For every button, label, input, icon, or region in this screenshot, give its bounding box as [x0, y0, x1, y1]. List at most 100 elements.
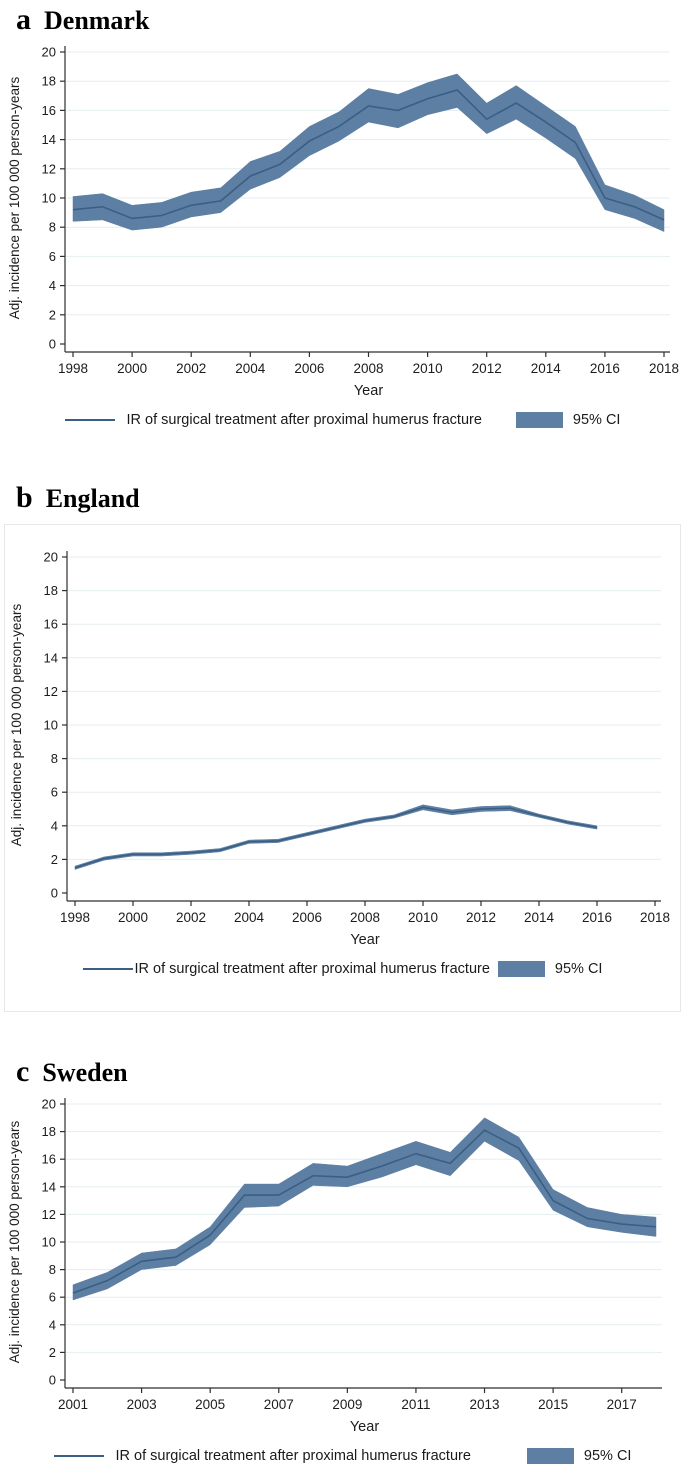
- ci-band-swatch: [515, 412, 563, 428]
- panel-b-england: b England 0 2 4 6 8 10 12 14 16 18 20 1998 2000 2002 20…: [0, 480, 685, 1012]
- x-axis: 2001 2003 2005 2007 2009 2011 2013 2015 2017: [58, 1387, 662, 1412]
- ir-line: [74, 806, 598, 869]
- panel-b-title: b England: [16, 480, 685, 518]
- svg-text:14: 14: [42, 1179, 56, 1194]
- svg-text:2004: 2004: [234, 910, 265, 925]
- svg-text:10: 10: [42, 191, 56, 206]
- svg-text:2: 2: [49, 1345, 56, 1360]
- svg-text:20: 20: [42, 45, 56, 60]
- ir-line: [72, 1129, 657, 1294]
- svg-text:2018: 2018: [649, 361, 679, 376]
- ci-band-label: 95% CI: [572, 412, 621, 428]
- svg-text:1998: 1998: [60, 910, 90, 925]
- svg-text:0: 0: [49, 1373, 56, 1388]
- x-axis-title: Year: [354, 383, 383, 399]
- england-incidence-chart: 0 2 4 6 8 10 12 14 16 18 20 1998 2000 2002 2004 2006 200…: [9, 550, 670, 949]
- svg-text:18: 18: [42, 1124, 56, 1139]
- svg-text:2012: 2012: [466, 910, 496, 925]
- svg-text:2008: 2008: [350, 910, 380, 925]
- svg-text:0: 0: [49, 337, 56, 352]
- svg-text:2016: 2016: [582, 910, 612, 925]
- y-axis-title: Adj. incidence per 100 000 person-years: [7, 77, 22, 320]
- ir-line-swatch: [82, 968, 133, 970]
- svg-text:10: 10: [44, 718, 58, 733]
- svg-text:2010: 2010: [408, 910, 438, 925]
- svg-text:2002: 2002: [176, 910, 206, 925]
- svg-text:2014: 2014: [524, 910, 555, 925]
- sweden-incidence-chart: 0 2 4 6 8 10 12 14 16 18 20 2001 2003 2005 2007 2009 201…: [7, 1097, 662, 1435]
- svg-text:2017: 2017: [607, 1397, 637, 1412]
- ci-band-label: 95% CI: [554, 961, 603, 977]
- x-axis: 1998 2000 2002 2004 2006 2008 2010 2012 2014 2016…: [58, 351, 679, 376]
- svg-text:20: 20: [44, 550, 58, 565]
- ci-band-label: 95% CI: [583, 1448, 632, 1464]
- denmark-chart-legend: IR of surgical treatment after proximal …: [0, 410, 685, 430]
- svg-text:2004: 2004: [235, 361, 266, 376]
- svg-text:4: 4: [49, 1317, 56, 1332]
- ci-band-swatch: [497, 961, 545, 977]
- svg-text:6: 6: [49, 1290, 56, 1305]
- svg-text:2002: 2002: [176, 361, 206, 376]
- ir-line-label: IR of surgical treatment after proximal …: [115, 1448, 471, 1464]
- panel-c-title: c Sweden: [16, 1054, 685, 1092]
- y-axis-title: Adj. incidence per 100 000 person-years: [9, 604, 24, 847]
- svg-text:2011: 2011: [401, 1397, 430, 1412]
- england-chart-legend: IR of surgical treatment after proximal …: [5, 959, 680, 979]
- svg-text:12: 12: [44, 684, 58, 699]
- svg-text:6: 6: [51, 785, 58, 800]
- svg-text:18: 18: [44, 583, 58, 598]
- panel-c-sweden: c Sweden 0 2 4 6 8 10 12 14 16 18 20 2001 2003 2005 200…: [0, 1054, 685, 1466]
- svg-text:2005: 2005: [195, 1397, 225, 1412]
- svg-text:16: 16: [44, 617, 58, 632]
- ir-line-label: IR of surgical treatment after proximal …: [126, 412, 482, 428]
- svg-text:2006: 2006: [292, 910, 322, 925]
- svg-text:2013: 2013: [470, 1397, 500, 1412]
- y-axis-title: Adj. incidence per 100 000 person-years: [7, 1121, 22, 1364]
- ir-line-swatch: [64, 419, 115, 421]
- svg-text:2006: 2006: [294, 361, 324, 376]
- svg-text:0: 0: [51, 886, 58, 901]
- x-axis: 1998 2000 2002 2004 2006 2008 2010 2012 2014 2016…: [60, 900, 670, 925]
- panel-a-denmark: a Denmark 0 2 4 6 8 10 12 14 16 18 20 1998 2000 2002 20…: [0, 2, 685, 430]
- svg-text:16: 16: [42, 103, 56, 118]
- y-gridlines: [66, 51, 670, 316]
- ci-band: [72, 1117, 657, 1301]
- svg-text:12: 12: [42, 161, 56, 176]
- panel-b-country: England: [45, 484, 140, 513]
- panel-b-letter: b: [16, 481, 33, 514]
- panel-a-title: a Denmark: [16, 2, 685, 40]
- y-axis: 0 2 4 6 8 10 12 14 16 18 20: [42, 1097, 66, 1388]
- svg-text:2009: 2009: [332, 1397, 362, 1412]
- svg-text:2007: 2007: [264, 1397, 294, 1412]
- svg-text:2012: 2012: [472, 361, 502, 376]
- svg-text:2008: 2008: [353, 361, 383, 376]
- england-chart-frame: 0 2 4 6 8 10 12 14 16 18 20 1998 2000 2002 2004 2006 200…: [4, 524, 681, 1012]
- svg-text:2018: 2018: [640, 910, 670, 925]
- y-gridlines: [66, 1103, 662, 1353]
- ir-line-swatch: [53, 1455, 104, 1457]
- panel-c-letter: c: [16, 1055, 30, 1088]
- svg-text:2: 2: [49, 307, 56, 322]
- ci-band-swatch: [526, 1448, 574, 1464]
- svg-text:2003: 2003: [127, 1397, 157, 1412]
- svg-text:2014: 2014: [531, 361, 562, 376]
- svg-text:8: 8: [51, 751, 58, 766]
- ci-band: [74, 804, 598, 870]
- svg-text:10: 10: [42, 1235, 56, 1250]
- svg-text:2: 2: [51, 852, 58, 867]
- panel-c-country: Sweden: [42, 1058, 128, 1087]
- svg-text:6: 6: [49, 249, 56, 264]
- svg-text:2000: 2000: [117, 361, 147, 376]
- svg-text:16: 16: [42, 1152, 56, 1167]
- ir-line: [72, 89, 665, 221]
- y-axis: 0 2 4 6 8 10 12 14 16 18 20: [44, 550, 68, 901]
- svg-text:8: 8: [49, 220, 56, 235]
- sweden-chart-legend: IR of surgical treatment after proximal …: [0, 1446, 685, 1466]
- svg-text:4: 4: [51, 818, 58, 833]
- x-axis-title: Year: [350, 1419, 379, 1435]
- ir-line-label: IR of surgical treatment after proximal …: [134, 961, 490, 977]
- svg-text:20: 20: [42, 1097, 56, 1112]
- svg-text:14: 14: [42, 132, 56, 147]
- panel-a-letter: a: [16, 3, 31, 36]
- svg-text:14: 14: [44, 650, 58, 665]
